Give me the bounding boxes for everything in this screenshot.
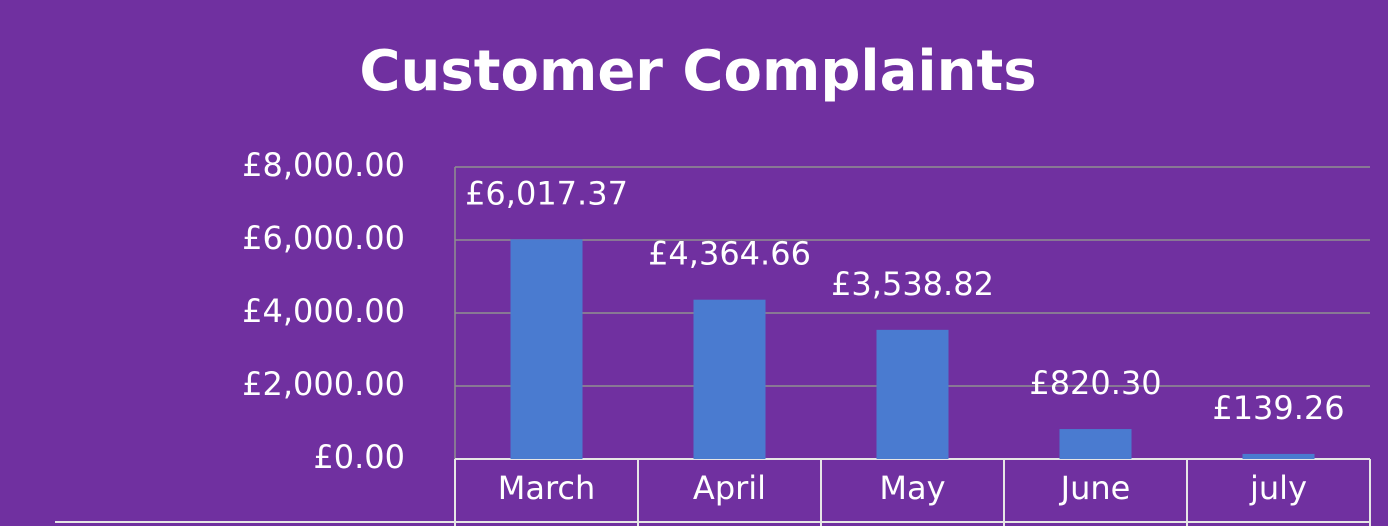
x-tick-label: March [498,469,596,507]
y-tick-label: £6,000.00 [242,219,405,257]
bar [1242,453,1315,459]
data-label: £3,538.82 [831,265,994,303]
x-tick-label: June [1059,469,1131,507]
data-label: £6,017.37 [465,174,628,212]
chart-title: Customer Complaints [359,39,1036,104]
y-tick-label: £2,000.00 [242,365,405,403]
bar [876,329,949,459]
y-tick-label: £4,000.00 [242,292,405,330]
bar [1059,429,1132,459]
y-tick-label: £8,000.00 [242,146,405,184]
data-label: £139.26 [1212,389,1344,427]
data-label: £4,364.66 [648,235,811,273]
x-tick-label: july [1249,469,1307,507]
data-label: £820.30 [1029,364,1161,402]
x-tick-label: April [693,469,766,507]
bar [693,299,766,459]
bar [510,239,583,459]
x-tick-label: May [879,469,945,507]
y-tick-label: £0.00 [313,438,405,476]
